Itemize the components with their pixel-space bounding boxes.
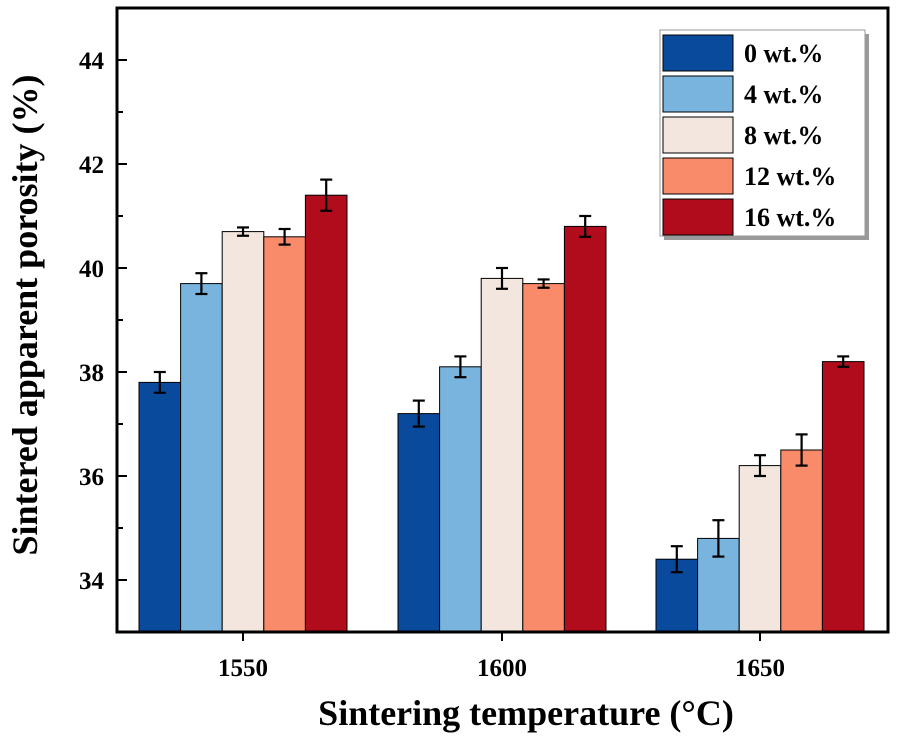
bar-1600-4 — [563, 225, 607, 633]
y-tick-label-38: 38 — [79, 360, 104, 387]
bar-1600-1 — [439, 366, 482, 633]
legend-label-4: 16 wt.% — [744, 203, 836, 232]
bar-1550-0 — [138, 381, 182, 633]
legend: 0 wt.% 4 wt.% 8 wt.% 12 wt.% 16 wt.% — [659, 29, 869, 240]
y-tick-label-44: 44 — [79, 48, 105, 75]
y-tick-label-40: 40 — [79, 256, 104, 283]
legend-label-1: 4 wt.% — [744, 80, 823, 109]
legend-swatch-1 — [662, 75, 734, 113]
bar-1550-1 — [180, 283, 223, 633]
bar-1550-2 — [221, 231, 265, 633]
bar-1650-4 — [821, 361, 865, 633]
legend-swatch-2 — [662, 116, 734, 154]
bar-1650-3 — [780, 449, 823, 633]
x-axis-title: Sintering temperature (°C) — [318, 693, 734, 733]
bar-1600-0 — [397, 413, 441, 633]
bar-1550-3 — [263, 236, 306, 633]
y-tick-label-34: 34 — [79, 568, 105, 595]
y-axis-title: Sintered apparent porosity (%) — [5, 74, 45, 555]
bar-1600-2 — [480, 277, 524, 633]
legend-label-2: 8 wt.% — [744, 121, 823, 150]
bars-layer — [138, 178, 865, 633]
bar-1600-3 — [522, 283, 565, 633]
bar-1550-4 — [304, 194, 348, 633]
y-tick-label-42: 42 — [79, 152, 104, 179]
axes-layer: 34 36 38 40 42 44 1550 1600 1650 — [79, 6, 890, 682]
bar-1650-2 — [738, 465, 782, 633]
x-tick-label-1600: 1600 — [477, 655, 527, 682]
y-tick-label-36: 36 — [79, 464, 104, 491]
legend-swatch-3 — [662, 157, 734, 195]
legend-label-0: 0 wt.% — [744, 39, 823, 68]
legend-swatch-4 — [662, 198, 734, 236]
x-tick-label-1650: 1650 — [735, 655, 785, 682]
legend-swatch-0 — [662, 34, 734, 72]
legend-label-3: 12 wt.% — [744, 162, 836, 191]
x-tick-label-1550: 1550 — [218, 655, 268, 682]
